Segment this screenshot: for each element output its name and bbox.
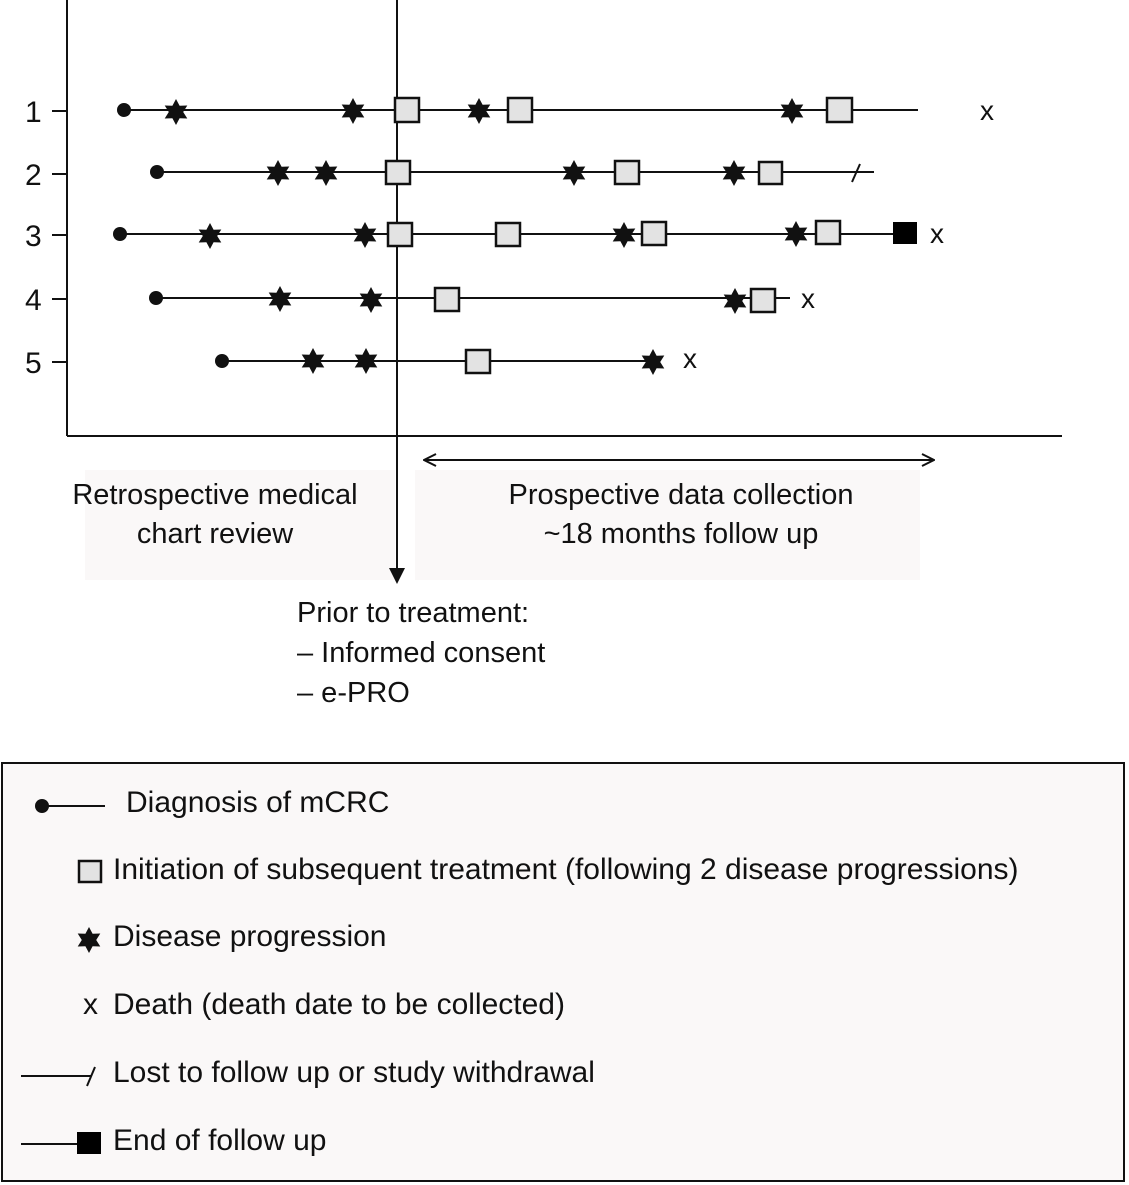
death-x-icon: x xyxy=(83,988,98,1021)
progression-marker xyxy=(198,223,222,249)
treatment-marker xyxy=(433,286,461,313)
patient-5-timeline: x xyxy=(215,343,697,375)
retrospective-label-line1: Retrospective medical xyxy=(72,479,357,511)
treatment-marker xyxy=(506,96,534,124)
retrospective-region xyxy=(85,470,395,580)
progression-marker xyxy=(723,288,747,314)
treatment-marker xyxy=(464,348,492,375)
progression-marker xyxy=(164,99,188,125)
legend-label-progression: Disease progression xyxy=(113,920,387,953)
treatment-marker xyxy=(640,220,668,247)
death-marker: x xyxy=(930,218,944,249)
patient-label-1: 1 xyxy=(25,96,42,129)
y-ticks xyxy=(52,110,67,363)
death-marker: x xyxy=(801,283,815,314)
diagnosis-marker xyxy=(149,291,163,305)
lost-to-follow-up-icon xyxy=(21,1066,96,1087)
patient-2-timeline xyxy=(150,159,874,186)
diagnosis-marker xyxy=(215,354,229,368)
legend-label-treatment: Initiation of subsequent treatment (foll… xyxy=(113,853,1019,886)
legend: Diagnosis of mCRC Initiation of subseque… xyxy=(1,762,1125,1182)
patient-label-3: 3 xyxy=(25,220,42,253)
diagnosis-marker xyxy=(113,227,127,241)
treatment-marker xyxy=(825,96,854,124)
treatment-marker xyxy=(749,287,777,314)
treatment-marker xyxy=(757,160,784,186)
treatment-marker xyxy=(393,96,421,124)
patient-1-timeline: x xyxy=(117,95,994,126)
diagnosis-marker xyxy=(150,165,164,179)
retrospective-label-line2: chart review xyxy=(137,518,294,550)
treatment-square-icon xyxy=(77,859,103,884)
prior-to-treatment-title: Prior to treatment: xyxy=(297,597,529,629)
end-of-follow-up-marker xyxy=(893,222,917,244)
treatment-marker xyxy=(613,159,641,186)
treatment-marker xyxy=(384,159,412,186)
diagnosis-marker xyxy=(117,103,131,117)
treatment-marker xyxy=(494,221,522,248)
treatment-marker xyxy=(386,221,414,248)
progression-marker xyxy=(359,287,383,313)
prospective-label-line2: ~18 months follow up xyxy=(544,518,819,550)
treatment-marker xyxy=(814,219,842,246)
study-design-diagram: 1 2 3 4 5 x x xyxy=(25,0,1062,709)
legend-label-death: Death (death date to be collected) xyxy=(113,988,565,1021)
progression-star-icon xyxy=(77,927,101,953)
death-marker: x xyxy=(683,343,697,374)
prospective-region xyxy=(415,470,920,580)
end-of-follow-up-icon xyxy=(21,1132,101,1154)
prior-item-informed-consent: – Informed consent xyxy=(297,637,545,669)
patient-label-5: 5 xyxy=(25,347,42,380)
lost-to-follow-up-marker xyxy=(851,163,861,183)
prior-item-epro: – e-PRO xyxy=(297,677,410,709)
patient-label-4: 4 xyxy=(25,284,42,317)
death-marker: x xyxy=(980,95,994,126)
legend-label-lost: Lost to follow up or study withdrawal xyxy=(113,1056,595,1089)
prospective-label-line1: Prospective data collection xyxy=(509,479,854,511)
patient-3-timeline: x xyxy=(113,218,944,249)
diagnosis-icon xyxy=(35,799,105,813)
enrolment-arrowhead xyxy=(389,568,405,584)
legend-label-diagnosis: Diagnosis of mCRC xyxy=(126,786,390,819)
patient-4-timeline: x xyxy=(149,283,815,314)
legend-label-end: End of follow up xyxy=(113,1124,327,1157)
patient-label-2: 2 xyxy=(25,159,42,192)
